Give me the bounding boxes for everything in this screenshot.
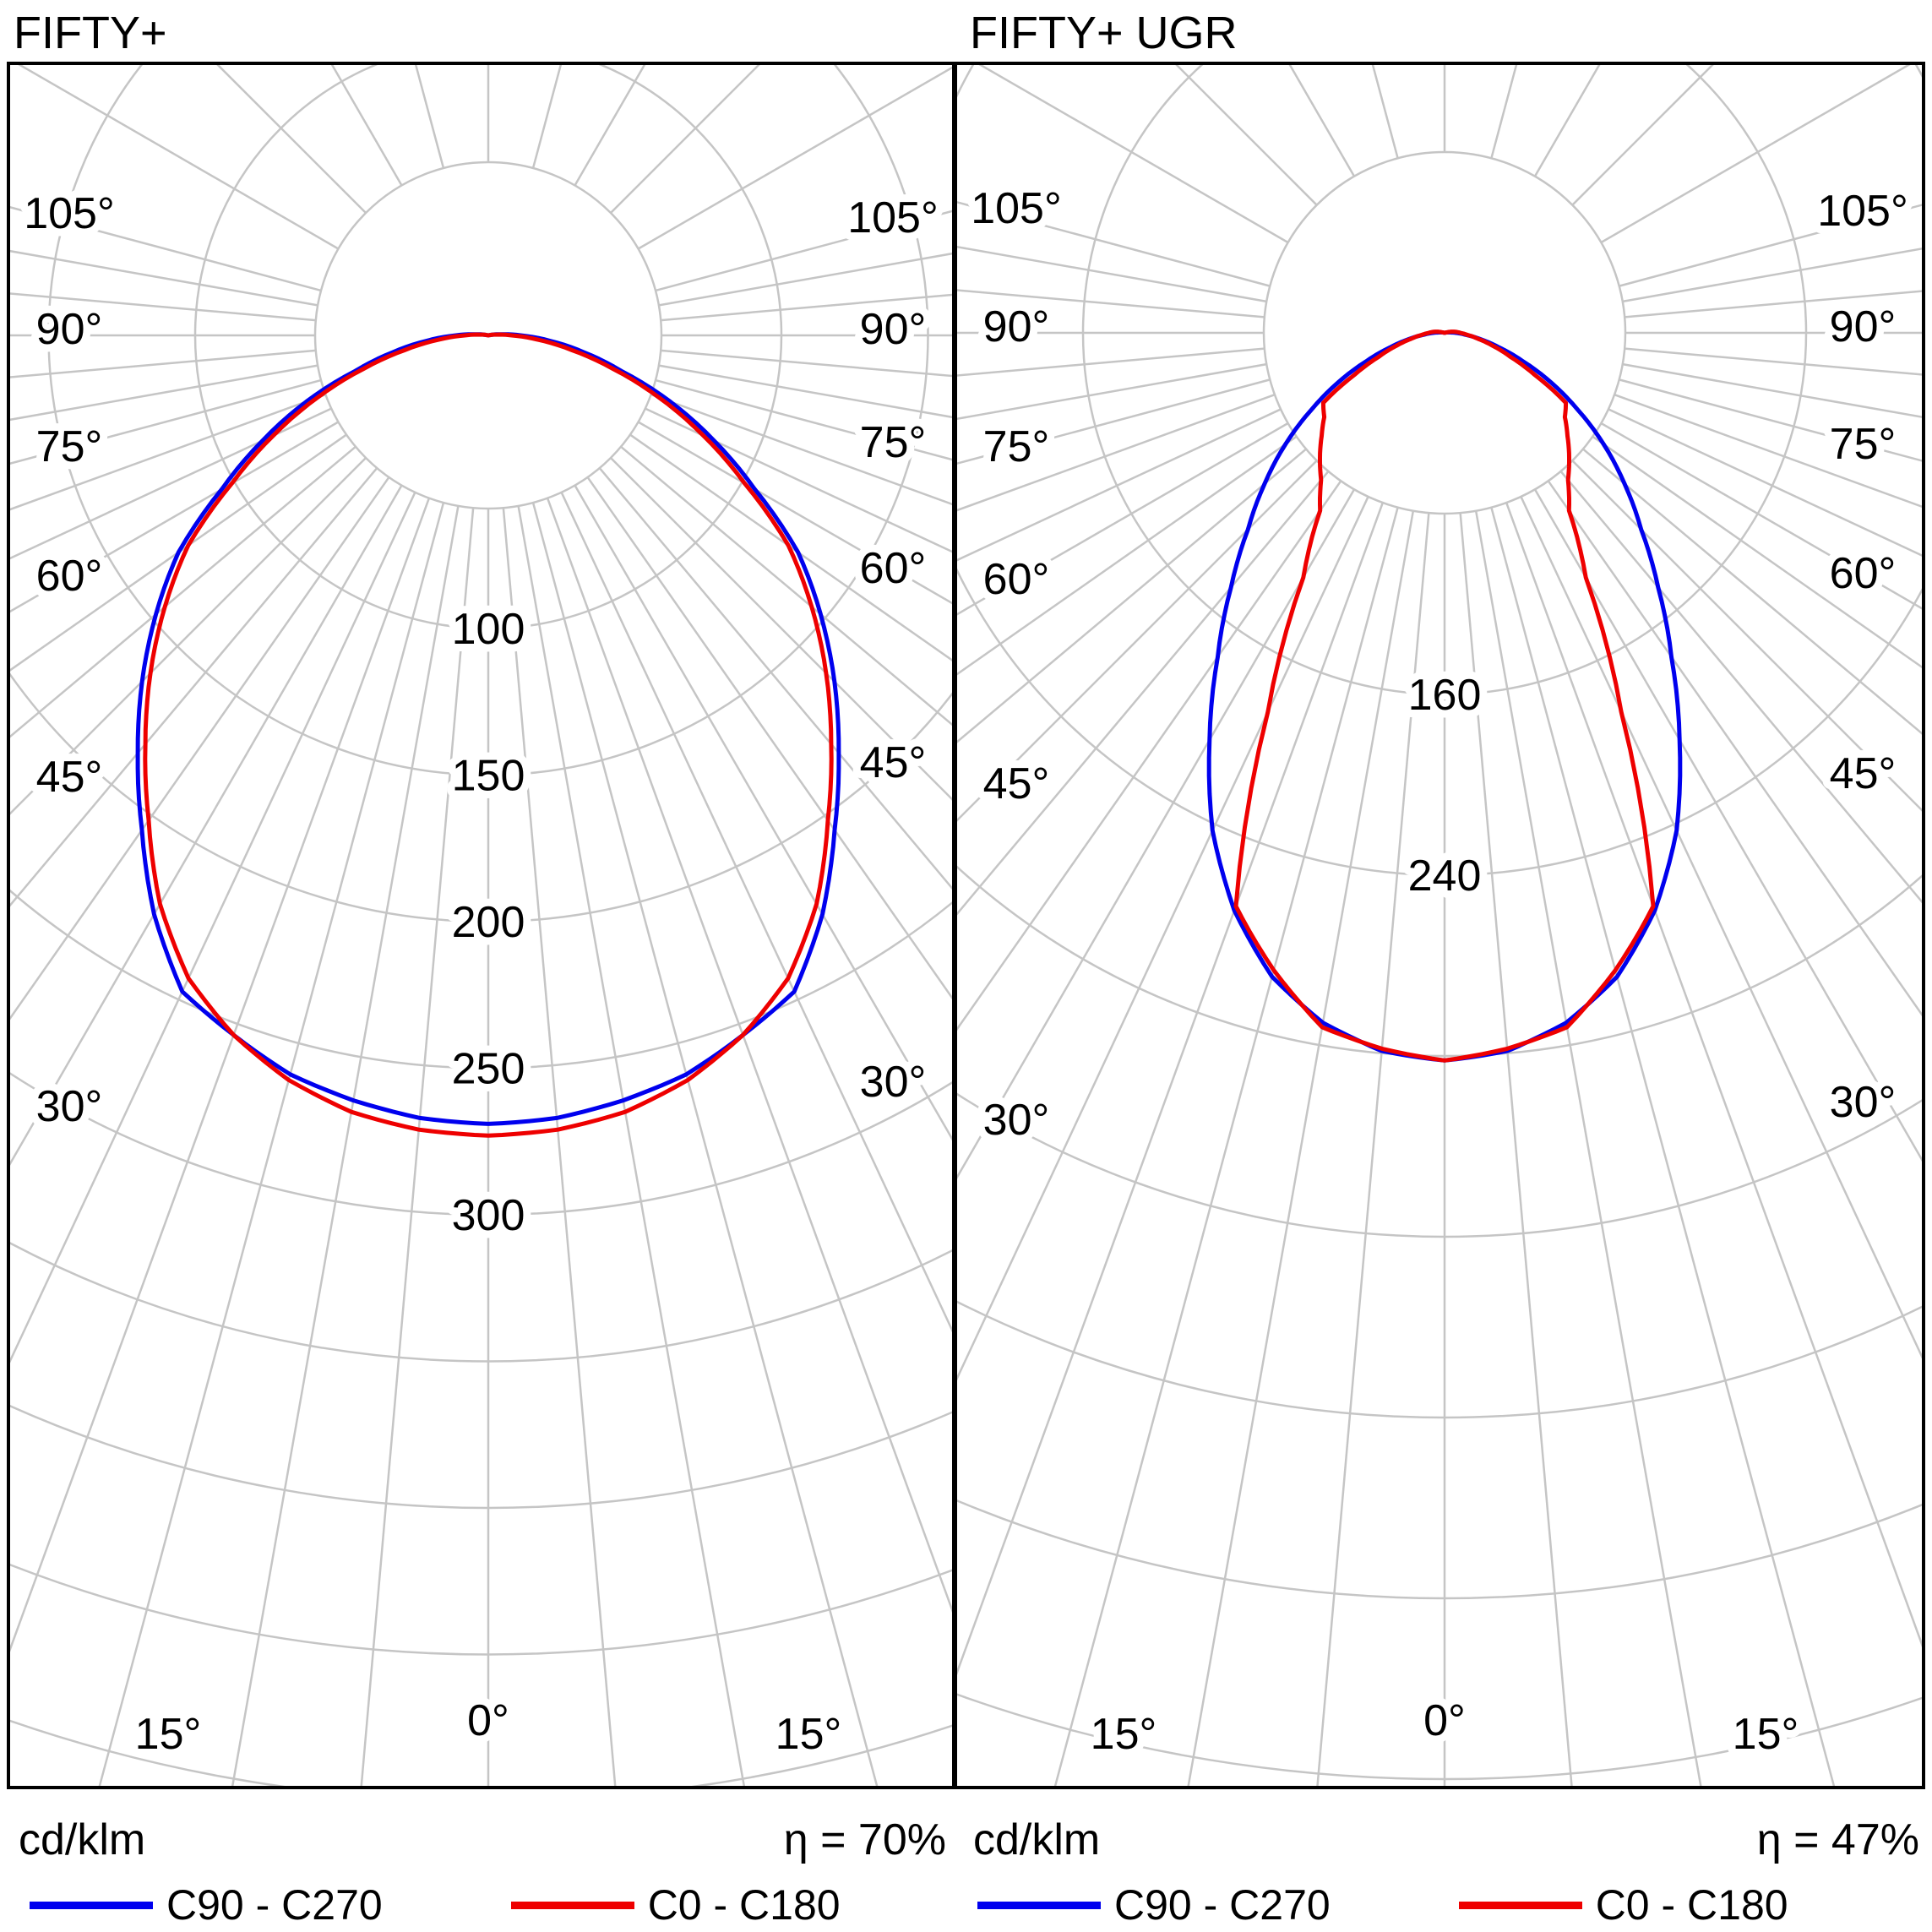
angle-tick-label: 15° — [1733, 1710, 1799, 1759]
ring-value-label: 250 — [452, 1045, 525, 1094]
angle-tick-label: 75° — [860, 418, 927, 467]
c0-c180-legend-label: C0 - C180 — [647, 1881, 841, 1929]
angle-tick-label: 30° — [36, 1082, 103, 1131]
intensity-curves — [135, 332, 841, 1138]
ring-value-label: 150 — [452, 752, 525, 801]
ring-value-label: 300 — [452, 1191, 525, 1240]
ring-value-label: 160 — [1408, 671, 1482, 720]
angle-tick-label: 75° — [1830, 420, 1897, 469]
intensity-curves — [1206, 329, 1683, 1063]
angle-tick-label: 90° — [1830, 302, 1897, 351]
c0-c180-line-swatch — [1458, 1901, 1582, 1909]
plot-border — [954, 62, 1925, 1789]
left-unit-label: cd/klm — [19, 1815, 146, 1864]
angle-tick-label: 90° — [983, 302, 1050, 351]
ring-value-label: 240 — [1408, 852, 1482, 901]
angle-tick-label: 45° — [36, 753, 103, 802]
angle-tick-label: 60° — [1830, 549, 1897, 598]
angle-tick-label: 105° — [1817, 187, 1908, 236]
left-efficiency-label: η = 70% — [783, 1815, 946, 1864]
angle-tick-label: 105° — [847, 193, 939, 242]
angle-tick-label: 30° — [983, 1096, 1050, 1145]
angle-tick-label: 45° — [983, 759, 1050, 808]
angle-tick-label: 105° — [971, 184, 1062, 233]
angle-tick-label: 30° — [860, 1058, 927, 1107]
angle-tick-label: 75° — [36, 422, 103, 471]
angle-tick-label: 45° — [860, 738, 927, 787]
curve-c0-c180 — [1233, 329, 1656, 1063]
right-unit-label: cd/klm — [973, 1815, 1101, 1864]
angle-tick-label: 75° — [983, 422, 1050, 471]
angle-tick-label: 15° — [776, 1710, 842, 1759]
angle-tick-label: 0° — [1423, 1696, 1466, 1745]
plot-labels: 100 150 200 250 300 0° 15° 15° 30° 30° 45° 45° 60° 60… — [16, 182, 946, 1766]
c90-c270-line-swatch — [30, 1901, 153, 1909]
angle-tick-label: 15° — [1091, 1710, 1157, 1759]
angle-tick-label: 90° — [860, 305, 927, 354]
curve-c90-c270 — [135, 332, 841, 1126]
right-legend: C90 - C270 C0 - C180 — [977, 1882, 1788, 1928]
angle-tick-label: 105° — [24, 189, 115, 238]
curve-c0-c180 — [143, 332, 834, 1138]
angle-tick-label: 60° — [983, 555, 1050, 604]
angle-tick-label: 15° — [135, 1710, 202, 1759]
c0-c180-legend-label: C0 - C180 — [1595, 1881, 1788, 1929]
left-plot-title: FIFTY+ — [14, 8, 167, 58]
right-efficiency-label: η = 47% — [1756, 1815, 1919, 1864]
right-plot-title: FIFTY+ UGR — [970, 8, 1238, 58]
angle-tick-label: 45° — [1830, 749, 1897, 798]
angle-tick-label: 60° — [36, 552, 103, 601]
c90-c270-legend-label: C90 - C270 — [1114, 1881, 1331, 1929]
ring-value-label: 200 — [452, 898, 525, 947]
c0-c180-line-swatch — [510, 1901, 634, 1909]
c90-c270-legend-label: C90 - C270 — [166, 1881, 383, 1929]
angle-tick-label: 90° — [36, 305, 103, 354]
plot-labels: 160 240 0° 15° 15° 30° 30° 45° 45° 60° 60° 75° 75° 90… — [963, 177, 1916, 1766]
angle-tick-label: 0° — [467, 1696, 509, 1745]
left-legend: C90 - C270 C0 - C180 — [30, 1882, 841, 1928]
angle-tick-label: 60° — [860, 544, 927, 593]
angle-tick-label: 30° — [1830, 1078, 1897, 1127]
c90-c270-line-swatch — [977, 1901, 1101, 1909]
ring-value-label: 100 — [452, 605, 525, 654]
